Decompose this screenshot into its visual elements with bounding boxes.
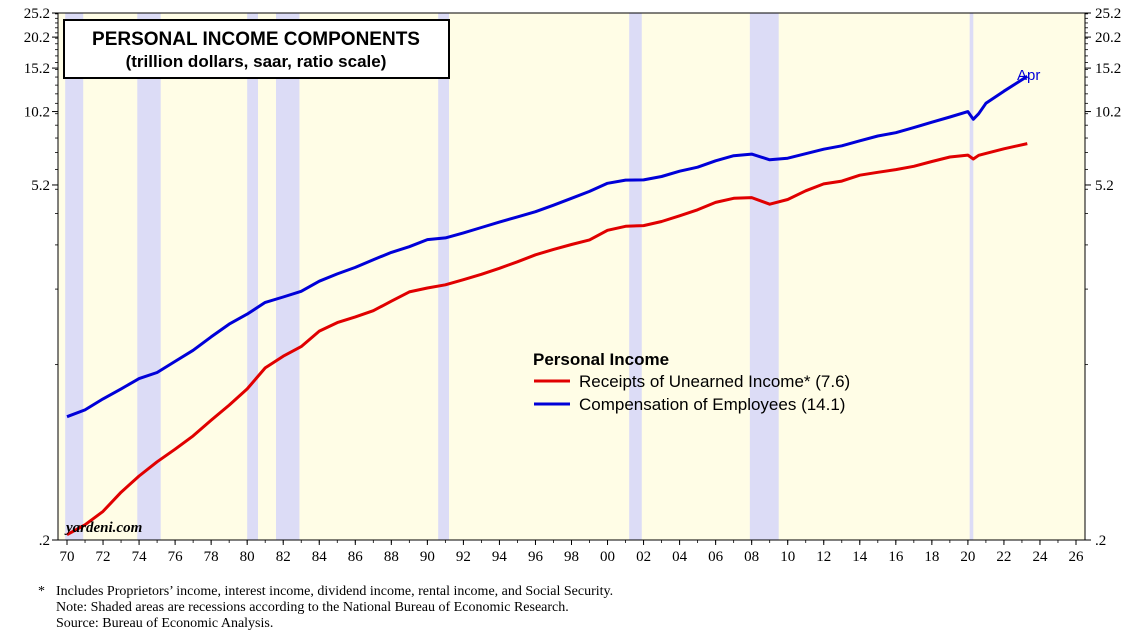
title-box: PERSONAL INCOME COMPONENTS (trillion dol… [63,19,450,79]
series-line-unearned-income [66,142,1028,537]
footnote-line-3: Source: Bureau of Economic Analysis. [56,616,274,631]
x-tick-label: 94 [492,549,508,565]
x-tick-label: 92 [456,549,471,565]
x-tick-label: 24 [1032,549,1048,565]
x-tick-label: 02 [636,549,651,565]
y-tick-label-left: 15.2 [24,61,50,77]
recession-band [629,13,642,540]
legend-title: Personal Income [533,350,669,369]
recession-band [969,13,974,540]
legend-label-unearned: Receipts of Unearned Income* (7.6) [579,372,850,391]
chart: .2 .2 5.2 5.2 10.2 10.2 15.2 15.2 20.2 20.2 25.2 25… [24,6,1122,565]
x-tick-label: 22 [996,549,1011,565]
legend-label-compensation: Compensation of Employees (14.1) [579,395,845,414]
axes: .2 .2 5.2 5.2 10.2 10.2 15.2 15.2 20.2 20.2 25.2 25… [24,6,1122,565]
x-tick-label: 74 [132,549,148,565]
x-tick-label: 88 [384,549,399,565]
legend: Personal Income Receipts of Unearned Inc… [533,350,850,414]
x-tick-label: 18 [924,549,939,565]
y-tick-label-right: 15.2 [1095,61,1121,77]
chart-title: PERSONAL INCOME COMPONENTS [92,29,420,50]
y-tick-label-left: 20.2 [24,30,50,46]
footnotes: * Includes Proprietors’ income, interest … [38,584,613,632]
chart-subtitle: (trillion dollars, saar, ratio scale) [126,52,387,71]
y-tick-label-right: 5.2 [1095,178,1114,194]
recession-bands [65,13,974,540]
y-tick-label-right: 20.2 [1095,30,1121,46]
x-tick-label: 14 [852,549,868,565]
y-tick-label-right: .2 [1095,533,1106,549]
x-tick-label: 08 [744,549,759,565]
y-tick-label-right: 25.2 [1095,6,1121,22]
recession-band [247,13,258,540]
x-tick-label: 78 [204,549,219,565]
x-tick-label: 86 [348,549,364,565]
apr-annotation: Apr [1017,67,1040,84]
x-tick-label: 76 [168,549,184,565]
x-tick-label: 12 [816,549,831,565]
recession-band [276,13,300,540]
series-lines [66,75,1029,537]
y-tick-label-left: .2 [39,533,50,549]
x-tick-label: 80 [240,549,255,565]
recession-band [137,13,161,540]
x-tick-label: 70 [60,549,75,565]
x-tick-label: 82 [276,549,291,565]
x-tick-label: 26 [1068,549,1084,565]
recession-band [65,13,84,540]
footnote-line-1: Includes Proprietors’ income, interest i… [56,584,614,599]
x-tick-label: 90 [420,549,435,565]
x-tick-label: 98 [564,549,579,565]
y-tick-label-left: 25.2 [24,6,50,22]
y-tick-label-left: 5.2 [31,178,50,194]
y-tick-label-left: 10.2 [24,105,50,121]
x-tick-label: 00 [600,549,615,565]
x-tick-label: 04 [672,549,688,565]
x-tick-label: 16 [888,549,904,565]
recession-band [749,13,779,540]
plot-frame [57,12,1086,541]
x-tick-label: 20 [960,549,975,565]
x-tick-label: 84 [312,549,328,565]
watermark: yardeni.com [64,520,142,536]
y-tick-label-right: 10.2 [1095,105,1121,121]
footnote-line-2: Note: Shaded areas are recessions accord… [56,600,569,615]
plot-background [58,13,1085,540]
x-tick-label: 06 [708,549,724,565]
footnote-asterisk: * [38,584,45,599]
x-tick-label: 96 [528,549,544,565]
series-line-compensation [66,75,1029,419]
recession-band [438,13,449,540]
x-tick-label: 10 [780,549,795,565]
x-tick-label: 72 [96,549,111,565]
